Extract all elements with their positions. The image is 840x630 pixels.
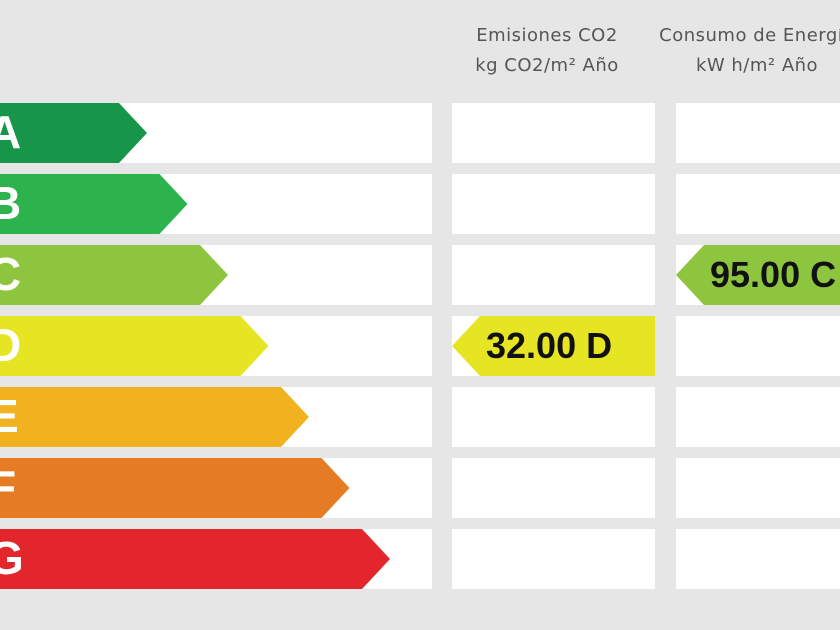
cell-background <box>676 316 840 376</box>
rating-arrow <box>0 458 350 518</box>
column-unit: kg CO2/m² Año <box>475 55 619 76</box>
rating-arrow <box>0 174 188 234</box>
cell-background <box>676 529 840 589</box>
rating-letter: A <box>0 106 21 158</box>
rating-letter: F <box>0 461 16 513</box>
cell-background <box>676 174 840 234</box>
indicator-rating: C <box>810 254 836 295</box>
rating-letter: D <box>0 319 21 371</box>
indicator-value: 32.00 <box>486 325 576 366</box>
rating-arrow <box>0 245 228 305</box>
cell-background <box>452 387 655 447</box>
cell-background <box>452 245 655 305</box>
indicator-rating: D <box>586 325 612 366</box>
cell-background <box>452 529 655 589</box>
rating-arrow <box>0 316 269 376</box>
indicator-arrow <box>452 316 655 376</box>
cell-background <box>452 174 655 234</box>
cell-background <box>676 387 840 447</box>
column-title: Consumo de Energía <box>659 25 840 46</box>
column-title: Emisiones CO2 <box>476 25 618 46</box>
rating-letter: B <box>0 177 21 229</box>
column-unit: kW h/m² Año <box>696 55 818 76</box>
indicator-value: 95.00 <box>710 254 800 295</box>
cell-background <box>676 103 840 163</box>
rating-arrow <box>0 529 390 589</box>
rating-arrow <box>0 103 147 163</box>
cell-background <box>452 458 655 518</box>
rating-letter: E <box>0 390 19 442</box>
rating-letter: C <box>0 248 21 300</box>
indicator-arrow <box>676 245 840 305</box>
cell-background <box>452 103 655 163</box>
indicator-label: 32.00 D <box>486 325 612 366</box>
indicator-label: 95.00 C <box>710 254 836 295</box>
rating-letter: G <box>0 532 24 584</box>
cell-background <box>676 458 840 518</box>
rating-arrow <box>0 387 309 447</box>
